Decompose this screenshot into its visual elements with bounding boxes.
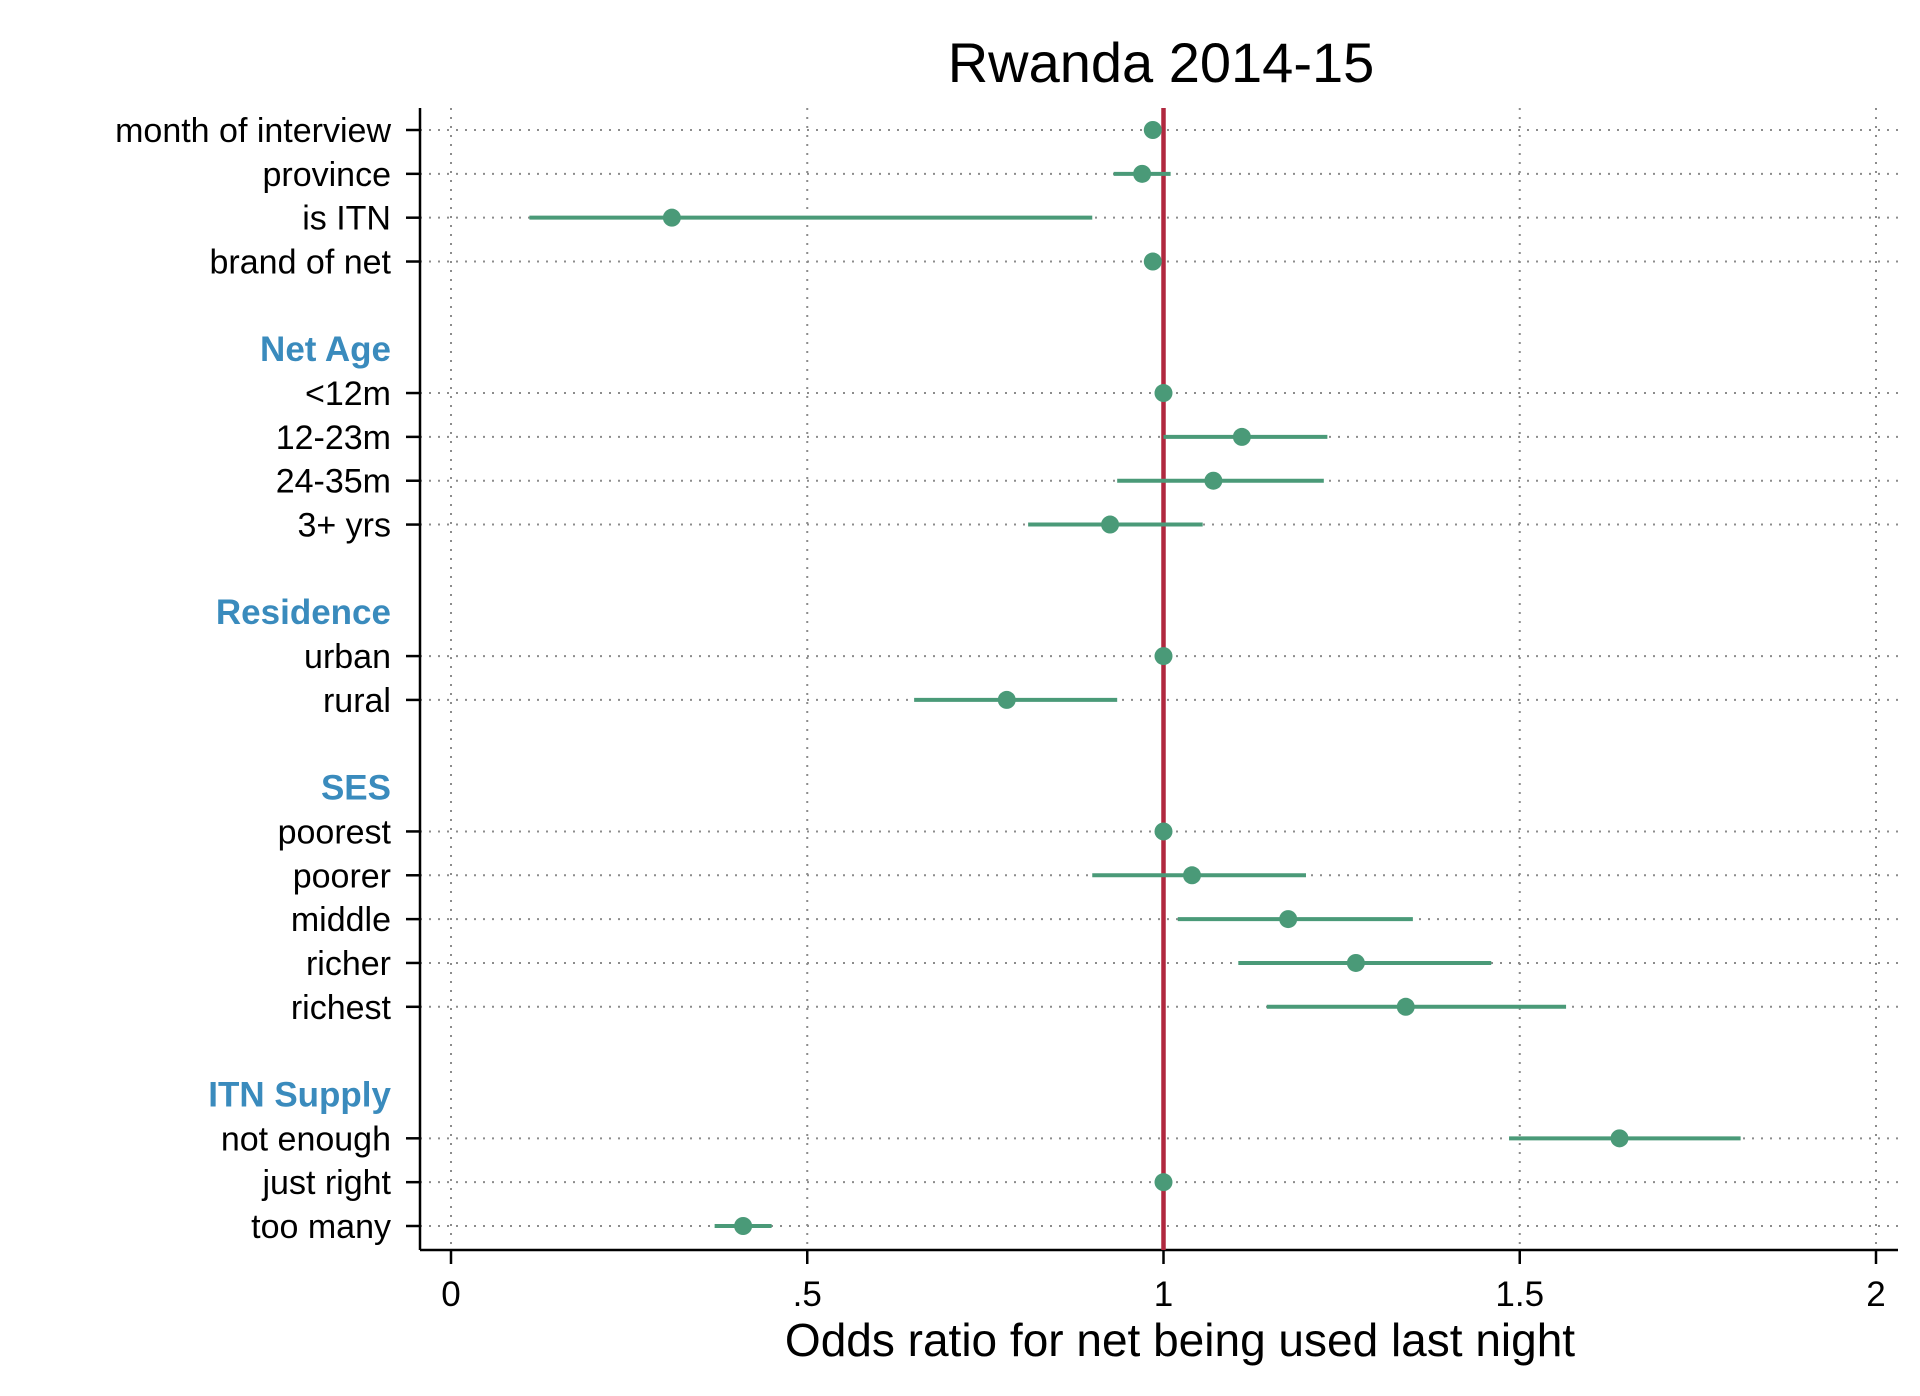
x-tick-label-4: 2 bbox=[1866, 1275, 1885, 1314]
marks-layer bbox=[529, 121, 1741, 1235]
category-label: too many bbox=[251, 1208, 391, 1246]
axes-layer bbox=[406, 108, 1898, 1252]
group-header: ITN Supply bbox=[208, 1075, 391, 1114]
chart-title: Rwanda 2014-15 bbox=[948, 31, 1375, 94]
category-label: just right bbox=[262, 1164, 392, 1202]
category-label: poorest bbox=[278, 813, 392, 851]
estimate-point bbox=[1154, 822, 1173, 841]
category-labels: month of interview province is ITN brand of… bbox=[115, 112, 391, 1246]
group-header: Residence bbox=[216, 593, 391, 632]
category-label: is ITN bbox=[302, 200, 391, 238]
grid-layer bbox=[420, 108, 1898, 1250]
estimate-point bbox=[1346, 953, 1365, 972]
estimate-point bbox=[1133, 164, 1152, 183]
category-label: rural bbox=[323, 682, 391, 720]
estimate-point bbox=[1154, 384, 1173, 403]
estimate-point bbox=[1396, 997, 1415, 1016]
estimate-point bbox=[1279, 910, 1298, 929]
x-tick-label-1: .5 bbox=[793, 1275, 822, 1314]
category-label: urban bbox=[304, 638, 391, 676]
category-label: richer bbox=[306, 945, 391, 983]
category-label: richest bbox=[291, 989, 392, 1027]
estimate-point bbox=[1101, 515, 1120, 534]
estimate-point bbox=[1154, 1173, 1173, 1192]
x-tick-label-0: 0 bbox=[441, 1275, 460, 1314]
category-label: middle bbox=[291, 901, 391, 939]
group-header: SES bbox=[321, 769, 391, 808]
estimate-point bbox=[1154, 647, 1173, 666]
category-label: 3+ yrs bbox=[297, 507, 391, 545]
category-label: poorer bbox=[293, 857, 391, 895]
estimate-point bbox=[1183, 866, 1201, 885]
category-label: <12m bbox=[305, 375, 391, 413]
group-header: Net Age bbox=[260, 330, 391, 369]
estimate-point bbox=[997, 690, 1016, 709]
x-axis-title: Odds ratio for net being used last night bbox=[785, 1314, 1575, 1366]
category-label: brand of net bbox=[210, 244, 392, 282]
x-axis-ticks: 0 .5 1 1.5 2 bbox=[441, 1250, 1886, 1314]
x-tick-label-3: 1.5 bbox=[1495, 1275, 1544, 1314]
estimate-point bbox=[1143, 252, 1162, 271]
category-label: month of interview bbox=[115, 112, 391, 150]
category-label: 12-23m bbox=[276, 419, 391, 457]
estimate-point bbox=[1204, 471, 1223, 490]
estimate-point bbox=[1232, 427, 1251, 446]
estimate-point bbox=[734, 1217, 753, 1235]
estimate-point bbox=[1143, 121, 1162, 139]
estimate-point bbox=[1610, 1129, 1629, 1148]
category-label: not enough bbox=[221, 1120, 391, 1158]
category-label: province bbox=[262, 156, 391, 194]
x-tick-label-2: 1 bbox=[1154, 1275, 1173, 1314]
estimate-point bbox=[662, 208, 681, 227]
category-label: 24-35m bbox=[276, 463, 391, 501]
